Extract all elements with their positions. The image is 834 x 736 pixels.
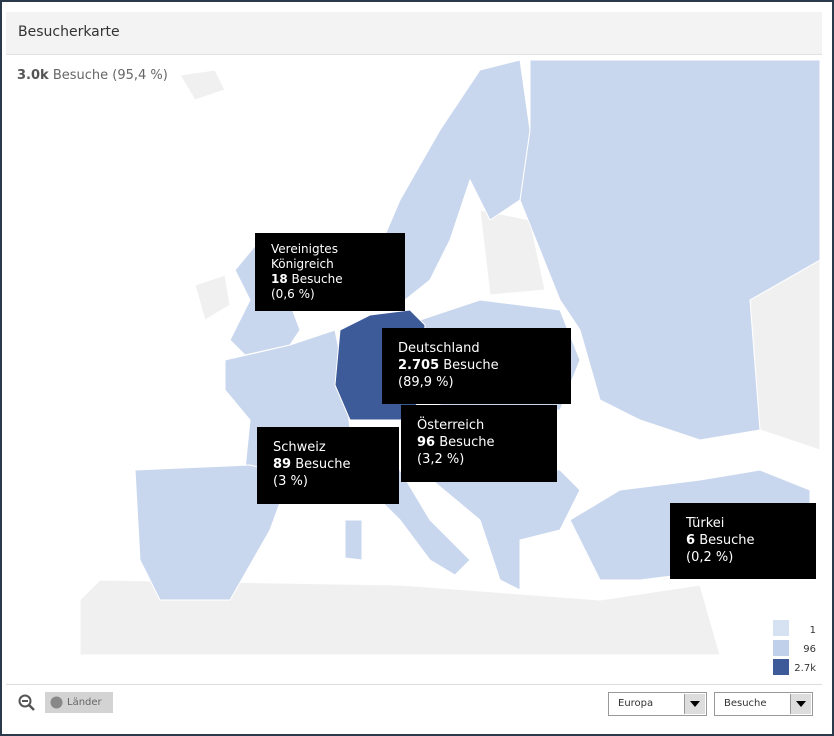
unit: Besuche (295, 457, 351, 472)
unit: Besuche (443, 358, 499, 373)
legend-swatch (773, 620, 789, 636)
tooltip: Vereinigtes Königreich 18 Besuche (0,6 %) (255, 233, 405, 311)
share: (89,9 %) (398, 375, 454, 390)
summary-label: Besuche (95,4 %) (52, 68, 168, 83)
country: Österreich (417, 418, 485, 433)
visits: 18 (271, 272, 288, 286)
visits: 2.705 (398, 358, 440, 373)
countries-button[interactable]: Länder (45, 692, 113, 713)
country: Vereinigtes Königreich (271, 242, 338, 271)
unit: Besuche (291, 272, 343, 286)
legend-label: 96 (803, 644, 816, 655)
legend-swatch (773, 659, 789, 675)
country: Deutschland (398, 341, 480, 356)
legend-swatch (773, 640, 789, 656)
legend-label: 1 (809, 625, 816, 636)
share: (0,6 %) (271, 287, 315, 301)
unit: Besuche (439, 435, 495, 450)
metric-select[interactable]: Besuche (714, 692, 813, 716)
zoom-out[interactable] (18, 694, 36, 712)
title: Besucherkarte (18, 24, 120, 40)
unit: Besuche (699, 533, 755, 548)
divider (6, 684, 822, 685)
summary-value: 3.0k (17, 68, 49, 83)
visits: 89 (273, 457, 292, 472)
tooltip: Türkei 6 Besuche (0,2 %) (670, 503, 816, 579)
visits: 96 (417, 435, 436, 450)
country: Schweiz (273, 440, 326, 455)
tooltip: Österreich 96 Besuche (3,2 %) (401, 405, 557, 482)
share: (0,2 %) (686, 550, 734, 565)
select-label: Europa (618, 698, 654, 709)
region-select[interactable]: Europa (608, 692, 707, 716)
header: Besucherkarte (6, 12, 822, 55)
legend-label: 2.7k (794, 663, 816, 674)
select-label: Besuche (724, 698, 767, 709)
tooltip: Deutschland 2.705 Besuche (89,9 %) (382, 328, 571, 404)
button-label: Länder (67, 697, 102, 708)
tooltip: Schweiz 89 Besuche (3 %) (257, 427, 399, 504)
visits: 6 (686, 533, 696, 548)
country: Türkei (686, 516, 725, 531)
share: (3,2 %) (417, 452, 465, 467)
share: (3 %) (273, 474, 308, 489)
summary: 3.0k Besuche (95,4 %) (17, 68, 168, 83)
